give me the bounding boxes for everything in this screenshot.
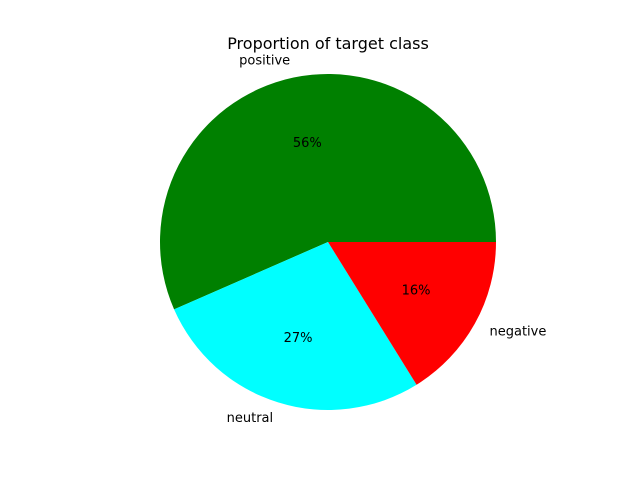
pie-labels: positive 56% neutral 27% negative 16% [227, 54, 547, 426]
pie-slice-positive [159, 73, 496, 310]
pie-slice-neutral [174, 242, 417, 410]
pct-label-neutral: 27% [284, 331, 313, 346]
chart-title: Proportion of target class [227, 34, 429, 53]
pct-label-negative: 16% [402, 284, 431, 299]
slice-label-negative: negative [489, 324, 546, 339]
slice-label-positive: positive [239, 54, 290, 69]
slice-label-neutral: neutral [227, 411, 274, 426]
pie-slice-negative [328, 242, 496, 385]
pct-label-positive: 56% [293, 136, 322, 151]
pie-slices [159, 73, 496, 410]
